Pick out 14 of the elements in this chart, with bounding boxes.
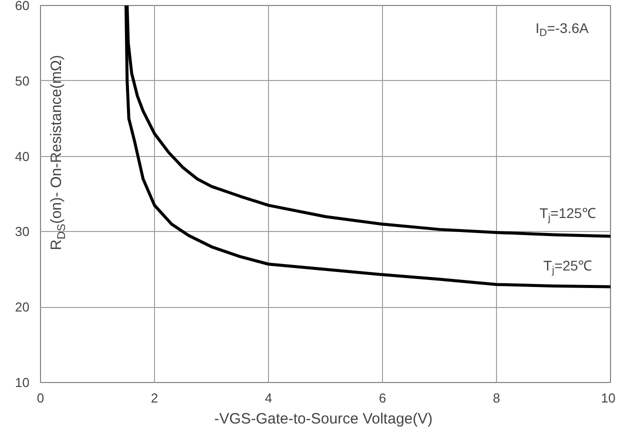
- y-axis-title: RDS(on)- On-Resistance(mΩ): [48, 55, 68, 250]
- x-tick-label: 0: [36, 390, 44, 406]
- y-tick-label: 10: [15, 375, 30, 390]
- y-tick-label: 30: [15, 224, 30, 240]
- y-tick-label: 50: [15, 73, 30, 88]
- y-tick-label: 20: [15, 300, 30, 315]
- y-tick-label: 60: [15, 0, 30, 13]
- x-tick-label: 10: [601, 390, 616, 406]
- y-tick-label: 40: [15, 148, 30, 164]
- x-tick-label: 4: [264, 390, 272, 406]
- x-tick-label: 8: [492, 390, 500, 406]
- x-tick-label: 6: [378, 390, 386, 406]
- x-tick-label: 2: [150, 390, 158, 406]
- x-axis-title: -VGS-Gate-to-Source Voltage(V): [214, 410, 433, 428]
